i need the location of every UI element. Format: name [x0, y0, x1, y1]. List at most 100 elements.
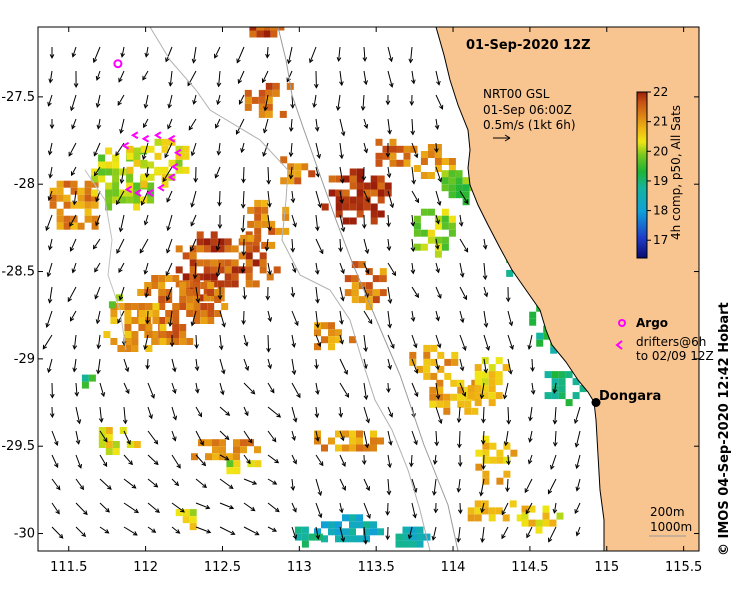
sst-pixel: [328, 521, 335, 529]
sst-pixel: [377, 175, 385, 183]
sst-pixel: [434, 250, 442, 258]
sst-pixel: [356, 175, 364, 183]
sst-pixel: [551, 378, 559, 386]
sst-pixel: [147, 161, 155, 169]
sst-pixel: [133, 159, 141, 167]
current-vector: [387, 454, 392, 469]
sst-patch: [249, 27, 285, 38]
sst-pixel: [416, 540, 424, 548]
sst-pixel: [110, 310, 118, 317]
current-vector: [267, 262, 272, 276]
sst-pixel: [258, 96, 266, 104]
sst-pixel: [450, 393, 458, 401]
current-vector: [315, 478, 323, 497]
colorbar-tick-label: 20: [653, 144, 668, 158]
sst-pixel: [207, 310, 215, 317]
sst-pixel: [572, 378, 580, 386]
current-vector: [291, 310, 299, 327]
colorbar-tick-label: 22: [653, 85, 668, 99]
sst-pixel: [179, 303, 187, 310]
current-vector: [118, 262, 125, 273]
current-vector: [219, 358, 226, 375]
current-vector: [49, 382, 55, 399]
sst-pixel: [144, 289, 152, 296]
current-vector: [525, 502, 533, 515]
sst-pixel: [444, 372, 452, 380]
current-vector: [411, 502, 417, 519]
current-vector: [408, 46, 414, 64]
sst-pixel: [168, 159, 176, 167]
current-vector: [481, 406, 486, 424]
current-vector: [195, 526, 212, 534]
sst-pixel: [413, 243, 421, 251]
sst-pixel: [186, 303, 194, 310]
sst-pixel: [98, 175, 106, 183]
sst-pixel: [395, 540, 403, 548]
sst-pixel: [186, 289, 194, 296]
current-vector: [411, 382, 419, 398]
sst-pixel: [443, 393, 451, 401]
current-vector: [339, 526, 346, 543]
current-vector: [410, 262, 416, 275]
current-vector: [574, 430, 581, 448]
sst-pixel: [495, 357, 503, 365]
sst-patch: [314, 430, 384, 452]
sst-pixel: [356, 210, 364, 218]
sst-pixel: [147, 182, 155, 190]
sst-pixel: [182, 145, 190, 153]
current-vector: [219, 382, 225, 396]
sst-pixel: [396, 145, 404, 153]
current-vector: [386, 214, 391, 228]
sst-pixel: [335, 329, 342, 337]
current-vector: [410, 214, 416, 227]
current-vector: [216, 70, 222, 88]
current-vector: [75, 478, 85, 491]
sst-pixel: [328, 343, 335, 351]
sst-pixel: [434, 236, 442, 244]
sst-pixel: [196, 231, 204, 239]
colorbar-tick-label: 21: [653, 115, 668, 129]
sst-pixel: [370, 217, 378, 225]
current-vector: [123, 454, 133, 466]
sst-pixel: [84, 194, 92, 202]
current-vector: [459, 238, 469, 253]
current-vector: [339, 262, 345, 275]
sst-pixel: [308, 170, 316, 178]
sst-pixel: [351, 289, 359, 297]
sst-pixel: [448, 165, 456, 172]
current-vector: [339, 502, 344, 514]
current-vector: [575, 478, 581, 492]
sst-pixel: [124, 303, 132, 310]
current-vector: [116, 190, 125, 206]
sst-pixel: [56, 187, 64, 195]
sst-pixel: [119, 168, 127, 176]
sst-pixel: [196, 245, 204, 253]
sst-pixel: [287, 170, 295, 178]
current-vector: [506, 406, 512, 425]
sst-pixel: [351, 261, 359, 269]
current-vector: [291, 502, 297, 513]
sst-pixel: [565, 371, 573, 379]
current-vector: [288, 166, 294, 180]
sst-pixel: [342, 189, 350, 197]
sst-pixel: [550, 346, 558, 354]
sst-pixel: [117, 303, 125, 310]
current-vector: [435, 286, 442, 299]
sst-pixel: [252, 259, 260, 267]
sst-pixel: [140, 173, 148, 181]
sst-pixel: [356, 203, 364, 211]
current-vector: [339, 334, 344, 345]
sst-pixel: [179, 289, 187, 296]
sst-pixel: [254, 206, 262, 214]
credit-text: © IMOS 04-Sep-2020 12:42 Hobart: [717, 302, 732, 556]
sst-pixel: [448, 177, 456, 185]
drifter-track: [121, 131, 182, 197]
current-vector: [315, 142, 321, 160]
sst-pixel: [91, 180, 99, 188]
sst-pixel: [301, 533, 309, 541]
current-vector: [99, 382, 106, 398]
sst-pixel: [233, 453, 240, 461]
sst-pixel: [98, 441, 106, 448]
sst-pixel: [144, 282, 152, 289]
current-vector: [99, 526, 110, 534]
